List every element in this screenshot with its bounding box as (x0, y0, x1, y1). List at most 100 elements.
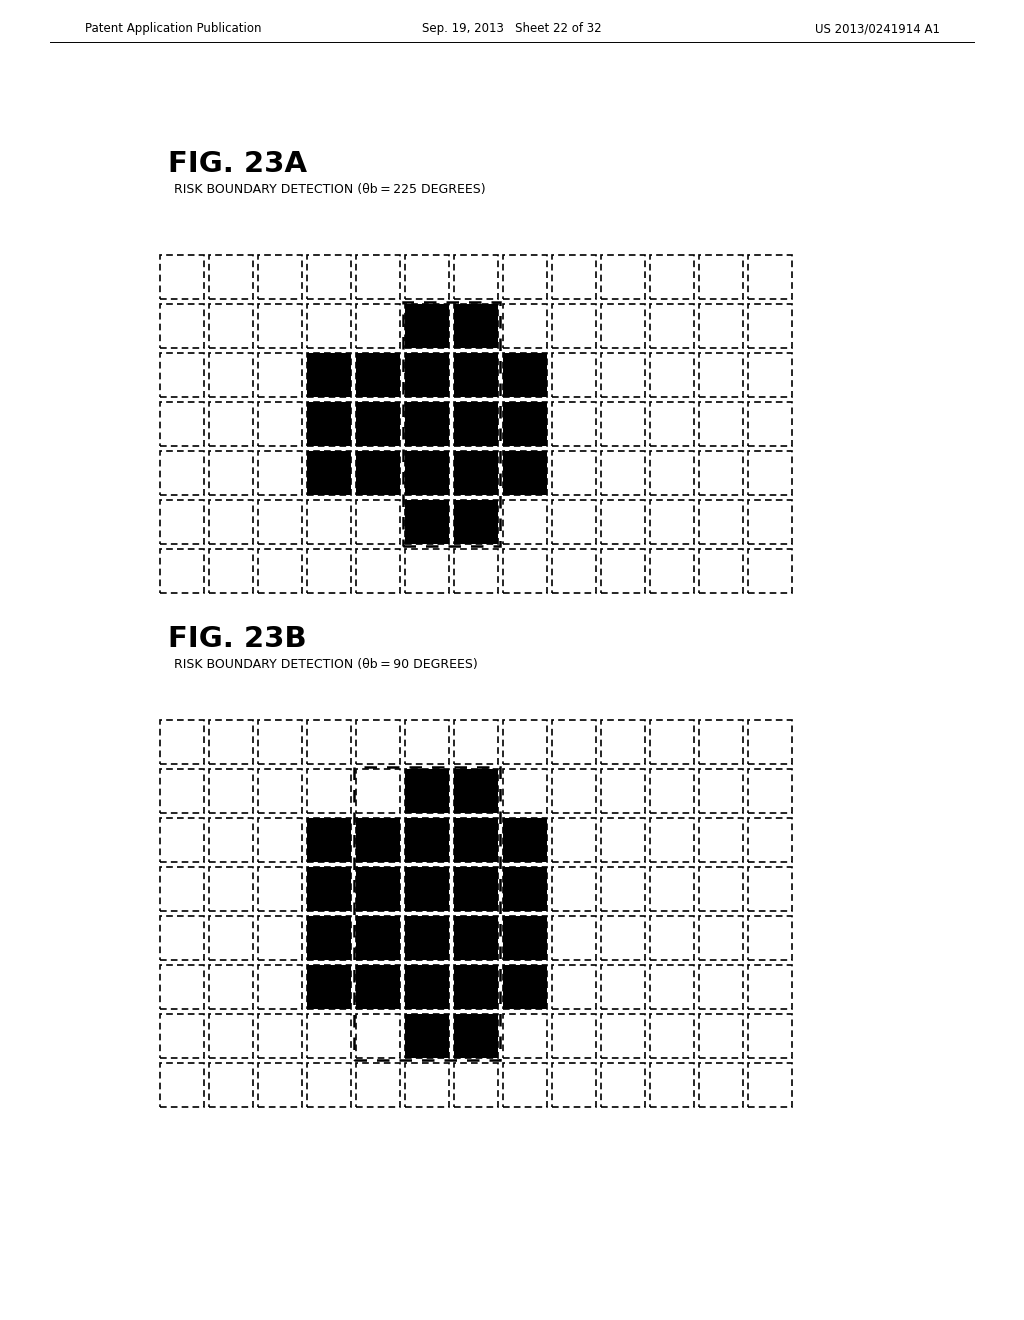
Bar (454, 352, 498, 397)
Bar (748, 403, 792, 446)
Text: Sep. 19, 2013   Sheet 22 of 32: Sep. 19, 2013 Sheet 22 of 32 (422, 22, 602, 36)
Text: US 2013/0241914 A1: US 2013/0241914 A1 (815, 22, 940, 36)
Bar (209, 719, 253, 764)
Bar (356, 255, 400, 300)
Bar (356, 549, 400, 593)
Bar (258, 818, 302, 862)
Bar (356, 451, 400, 495)
Bar (356, 1014, 400, 1059)
Bar (503, 352, 547, 397)
Bar (258, 770, 302, 813)
Bar (503, 500, 547, 544)
Bar (650, 403, 694, 446)
Bar (258, 451, 302, 495)
Bar (307, 770, 351, 813)
Bar (406, 304, 449, 348)
Bar (650, 719, 694, 764)
Bar (552, 916, 596, 960)
Bar (748, 818, 792, 862)
Bar (406, 818, 449, 862)
Bar (650, 500, 694, 544)
Bar (160, 352, 204, 397)
Bar (601, 1014, 645, 1059)
Bar (552, 1063, 596, 1107)
Bar (307, 916, 351, 960)
Bar (258, 304, 302, 348)
Bar (160, 770, 204, 813)
Bar (650, 867, 694, 911)
Bar (406, 916, 449, 960)
Bar (699, 352, 743, 397)
Bar (748, 719, 792, 764)
Bar (406, 352, 449, 397)
Bar (406, 500, 449, 544)
Bar (748, 304, 792, 348)
Bar (748, 867, 792, 911)
Bar (748, 770, 792, 813)
Bar (209, 916, 253, 960)
Bar (650, 304, 694, 348)
Bar (552, 451, 596, 495)
Bar (699, 867, 743, 911)
Bar (209, 255, 253, 300)
Bar (160, 403, 204, 446)
Bar (503, 818, 547, 862)
Bar (160, 719, 204, 764)
Bar (503, 770, 547, 813)
Bar (356, 1063, 400, 1107)
Bar (552, 500, 596, 544)
Bar (601, 916, 645, 960)
Bar (356, 304, 400, 348)
Bar (454, 500, 498, 544)
Bar (503, 1063, 547, 1107)
Bar (552, 965, 596, 1008)
Bar (748, 549, 792, 593)
Bar (503, 965, 547, 1008)
Bar (160, 1014, 204, 1059)
Text: FIG. 23A: FIG. 23A (168, 150, 307, 178)
Bar (552, 1014, 596, 1059)
Bar (406, 403, 449, 446)
Bar (160, 916, 204, 960)
Bar (307, 403, 351, 446)
Bar (454, 719, 498, 764)
Bar (650, 818, 694, 862)
Bar (699, 719, 743, 764)
Bar (406, 451, 449, 495)
Bar (503, 255, 547, 300)
Bar (699, 818, 743, 862)
Bar (406, 965, 449, 1008)
Bar (258, 500, 302, 544)
Bar (160, 1063, 204, 1107)
Bar (650, 451, 694, 495)
Bar (356, 352, 400, 397)
Bar (160, 500, 204, 544)
Bar (307, 965, 351, 1008)
Bar (650, 255, 694, 300)
Bar (258, 867, 302, 911)
Bar (748, 1063, 792, 1107)
Bar (356, 403, 400, 446)
Bar (552, 352, 596, 397)
Bar (209, 403, 253, 446)
Bar (601, 867, 645, 911)
Bar (699, 1014, 743, 1059)
Bar (307, 500, 351, 544)
Bar (209, 352, 253, 397)
Bar (748, 500, 792, 544)
Bar (601, 500, 645, 544)
Bar (160, 867, 204, 911)
Bar (209, 867, 253, 911)
Bar (748, 352, 792, 397)
Bar (454, 403, 498, 446)
Bar (403, 302, 500, 546)
Bar (307, 1063, 351, 1107)
Bar (307, 304, 351, 348)
Bar (650, 352, 694, 397)
Bar (406, 770, 449, 813)
Bar (454, 549, 498, 593)
Bar (699, 304, 743, 348)
Bar (601, 403, 645, 446)
Bar (601, 352, 645, 397)
Bar (699, 451, 743, 495)
